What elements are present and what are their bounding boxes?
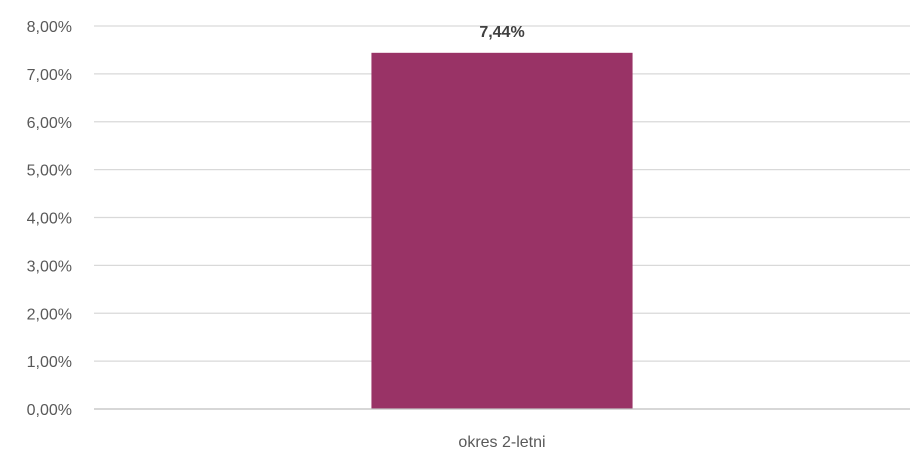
- y-tick-label: 0,00%: [27, 402, 72, 419]
- y-tick-label: 3,00%: [27, 258, 72, 275]
- y-tick-label: 4,00%: [27, 211, 72, 228]
- y-axis-tick-labels: 0,00% 1,00% 2,00% 3,00% 4,00% 5,00% 6,00% 7,00%…: [27, 19, 72, 419]
- y-tick-label: 2,00%: [27, 306, 72, 323]
- data-label: 7,44%: [479, 24, 524, 41]
- y-tick-label: 1,00%: [27, 354, 72, 371]
- y-tick-label: 8,00%: [27, 19, 72, 36]
- x-axis: okres 2-letni: [94, 408, 910, 449]
- bar: [371, 52, 633, 410]
- data-labels: 7,44%: [479, 24, 524, 41]
- y-tick-label: 6,00%: [27, 115, 72, 132]
- y-tick-label: 7,00%: [27, 67, 72, 84]
- y-tick-label: 5,00%: [27, 163, 72, 180]
- x-category-label: okres 2-letni: [458, 434, 545, 449]
- bars: [371, 52, 633, 410]
